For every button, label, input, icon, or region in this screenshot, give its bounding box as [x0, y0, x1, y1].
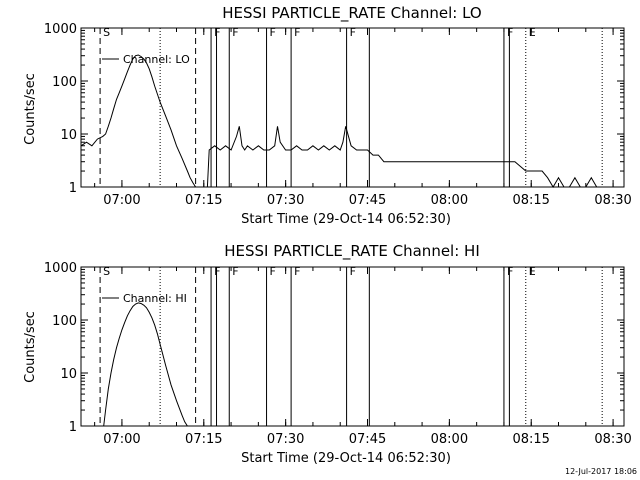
x-tick-label: 08:30: [594, 193, 631, 208]
flag-label: F: [350, 26, 356, 39]
legend-label: Channel: LO: [123, 53, 190, 66]
flag-label: F: [350, 265, 356, 278]
axis-ticks: 07:00 07:15 07:30 07:45 08:00 08:15 08:30 1 10 10…: [44, 22, 632, 208]
legend: Channel: HI: [102, 292, 187, 305]
chart-title: HESSI PARTICLE_RATE Channel: LO: [222, 4, 481, 23]
flag-label: F: [214, 26, 220, 39]
flag-label: S: [103, 26, 110, 39]
x-tick-label: 07:15: [185, 432, 222, 447]
x-tick-label: 08:30: [594, 432, 631, 447]
flag-label: F: [214, 265, 220, 278]
legend-label: Channel: HI: [123, 292, 187, 305]
flag-label: F: [507, 26, 513, 39]
flag-label: F: [232, 265, 238, 278]
y-tick-label: 1: [69, 420, 77, 435]
flag-label: F: [232, 26, 238, 39]
x-tick-label: 07:00: [103, 432, 140, 447]
axis-ticks: 07:00 07:15 07:30 07:45 08:00 08:15 08:30 1 10 10…: [44, 261, 632, 447]
y-axis-label: Counts/sec: [23, 73, 38, 145]
x-tick-label: 08:00: [431, 432, 468, 447]
plot-border: [80, 27, 625, 188]
flag-label: F: [270, 265, 276, 278]
x-tick-label: 07:45: [349, 432, 386, 447]
plot-border: [80, 266, 625, 427]
chart-title: HESSI PARTICLE_RATE Channel: HI: [224, 242, 480, 261]
flag-label: S: [103, 265, 110, 278]
x-axis-label: Start Time (29-Oct-14 06:52:30): [241, 451, 451, 466]
series-line: [103, 302, 188, 427]
plot-frame: [80, 266, 625, 427]
x-tick-label: 07:15: [185, 193, 222, 208]
flag-label: F: [270, 26, 276, 39]
y-tick-label: 10: [60, 367, 77, 382]
series-line: [80, 54, 603, 188]
flag-label: F: [294, 265, 300, 278]
y-axis-label: Counts/sec: [23, 311, 38, 383]
x-tick-label: 07:30: [267, 193, 304, 208]
y-tick-label: 100: [52, 75, 77, 90]
y-tick-label: 1: [69, 181, 77, 196]
flag-label: E: [529, 265, 536, 278]
y-tick-label: 1000: [44, 22, 77, 37]
flag-label: F: [294, 26, 300, 39]
flag-label: E: [529, 26, 536, 39]
x-tick-label: 08:15: [512, 432, 549, 447]
x-tick-label: 08:15: [512, 193, 549, 208]
y-tick-label: 100: [52, 314, 77, 329]
data-series: [103, 302, 188, 427]
footer-timestamp: 12-Jul-2017 18:06: [565, 467, 637, 476]
flag-label: F: [507, 265, 513, 278]
x-tick-label: 07:00: [103, 193, 140, 208]
legend: Channel: LO: [102, 53, 190, 66]
x-axis-label: Start Time (29-Oct-14 06:52:30): [241, 212, 451, 227]
y-tick-label: 1000: [44, 261, 77, 276]
x-tick-label: 07:30: [267, 432, 304, 447]
x-tick-label: 07:45: [349, 193, 386, 208]
data-series: [80, 54, 603, 188]
x-tick-label: 08:00: [431, 193, 468, 208]
plot-frame: [80, 27, 625, 188]
y-tick-label: 10: [60, 128, 77, 143]
